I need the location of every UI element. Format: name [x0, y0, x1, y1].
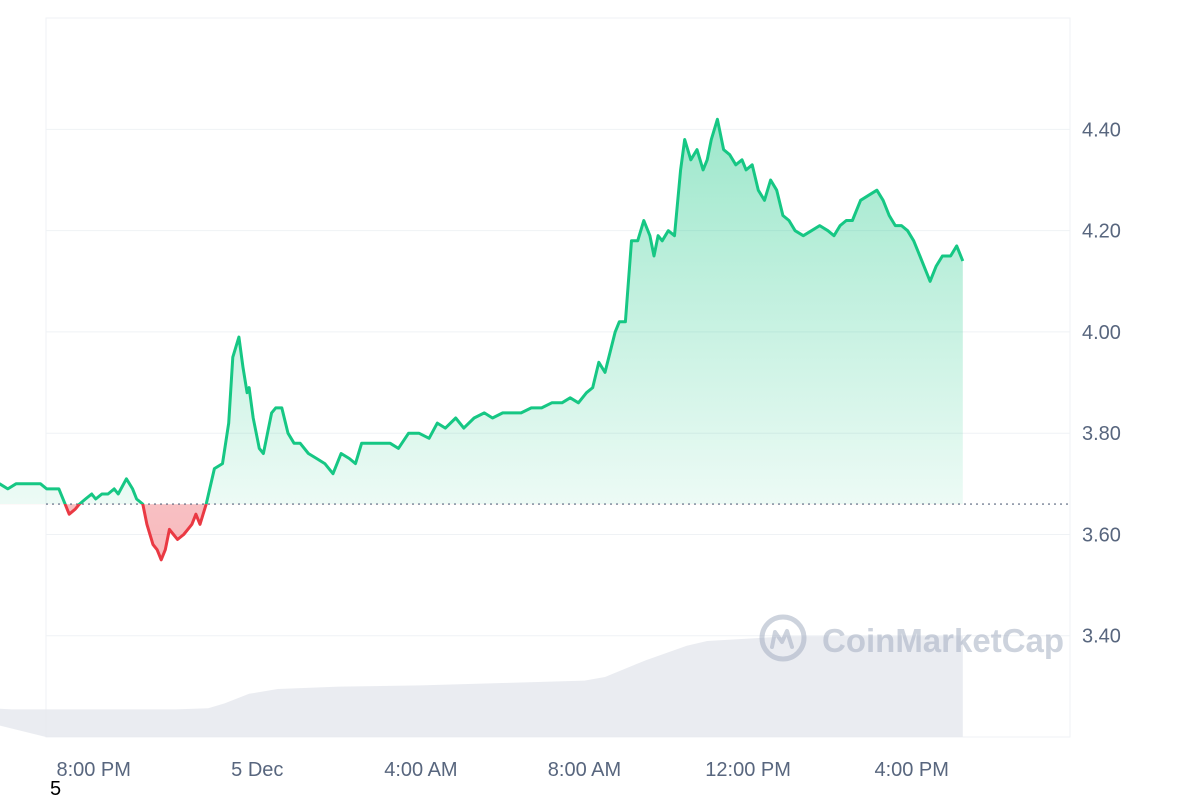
x-tick-label: 4:00 AM — [384, 759, 457, 781]
y-tick-label: 4.20 — [1082, 221, 1121, 243]
volume-area — [0, 636, 963, 737]
x-tick-label: 5 Dec — [231, 759, 283, 781]
y-tick-label: 4.40 — [1082, 119, 1121, 141]
volume-bars — [0, 636, 963, 737]
price-line — [0, 117, 965, 562]
coinmarketcap-logo-icon — [759, 614, 807, 662]
footnote-text: 5 — [50, 778, 62, 800]
area-above-baseline — [0, 119, 963, 505]
y-tick-label: 3.80 — [1082, 423, 1121, 445]
x-tick-label: 8:00 AM — [548, 759, 621, 781]
y-axis: 3.40 3.60 3.80 4.00 4.20 4.40 — [1082, 119, 1121, 647]
price-line-up — [0, 117, 965, 505]
watermark-text: CoinMarketCap — [822, 622, 1064, 659]
y-tick-label: 3.40 — [1082, 626, 1121, 648]
y-tick-label: 4.00 — [1082, 322, 1121, 344]
y-tick-label: 3.60 — [1082, 524, 1121, 546]
x-tick-label: 4:00 PM — [874, 759, 948, 781]
x-tick-label: 12:00 PM — [705, 759, 791, 781]
price-area — [0, 119, 963, 560]
x-axis: 8:00 PM 5 Dec 4:00 AM 8:00 AM 12:00 PM 4:00 P… — [56, 759, 948, 781]
watermark: CoinMarketCap — [759, 614, 1064, 662]
x-tick-label: 8:00 PM — [56, 759, 130, 781]
